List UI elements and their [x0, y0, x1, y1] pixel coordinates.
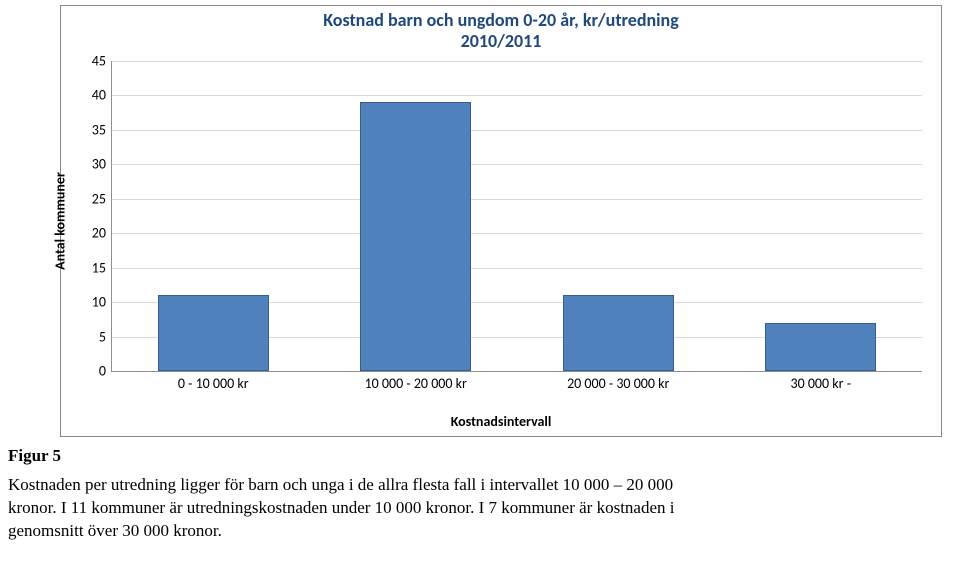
figure-caption: Figur 5 Kostnaden per utredning ligger f… — [8, 445, 952, 543]
chart-title-line1: Kostnad barn och ungdom 0-20 år, kr/utre… — [61, 10, 941, 31]
bar — [158, 295, 269, 371]
y-axis-label: Antal kommuner — [52, 172, 69, 270]
y-tick-label: 30 — [64, 156, 106, 173]
caption-line-3: genomsnitt över 30 000 kronor. — [8, 520, 952, 543]
gridline — [112, 199, 922, 200]
x-tick-label: 20 000 - 30 000 kr — [518, 375, 718, 392]
y-tick-label: 0 — [64, 363, 106, 380]
x-tick-label: 30 000 kr - — [721, 375, 921, 392]
page: Kostnad barn och ungdom 0-20 år, kr/utre… — [0, 0, 960, 582]
bar — [360, 102, 471, 371]
gridline — [112, 61, 922, 62]
y-tick-label: 40 — [64, 87, 106, 104]
caption-line-1: Kostnaden per utredning ligger för barn … — [8, 474, 952, 497]
y-tick-label: 10 — [64, 294, 106, 311]
x-tick-label: 10 000 - 20 000 kr — [316, 375, 516, 392]
gridline — [112, 164, 922, 165]
gridline — [112, 130, 922, 131]
y-tick-label: 25 — [64, 190, 106, 207]
y-tick-label: 35 — [64, 121, 106, 138]
bar — [563, 295, 674, 371]
y-tick-label: 20 — [64, 225, 106, 242]
gridline — [112, 268, 922, 269]
chart-container: Kostnad barn och ungdom 0-20 år, kr/utre… — [60, 5, 942, 437]
plot-area: 0510152025303540450 - 10 000 kr10 000 - … — [111, 61, 922, 372]
chart-title: Kostnad barn och ungdom 0-20 år, kr/utre… — [61, 6, 941, 51]
bar — [765, 323, 876, 371]
y-tick-label: 5 — [64, 328, 106, 345]
x-tick-label: 0 - 10 000 kr — [113, 375, 313, 392]
gridline — [112, 95, 922, 96]
figure-number: Figur 5 — [8, 445, 952, 468]
x-axis-label: Kostnadsintervall — [61, 413, 941, 430]
y-tick-label: 45 — [64, 53, 106, 70]
y-tick-label: 15 — [64, 259, 106, 276]
chart-title-line2: 2010/2011 — [61, 31, 941, 52]
caption-line-2: kronor. I 11 kommuner är utredningskostn… — [8, 497, 952, 520]
gridline — [112, 233, 922, 234]
